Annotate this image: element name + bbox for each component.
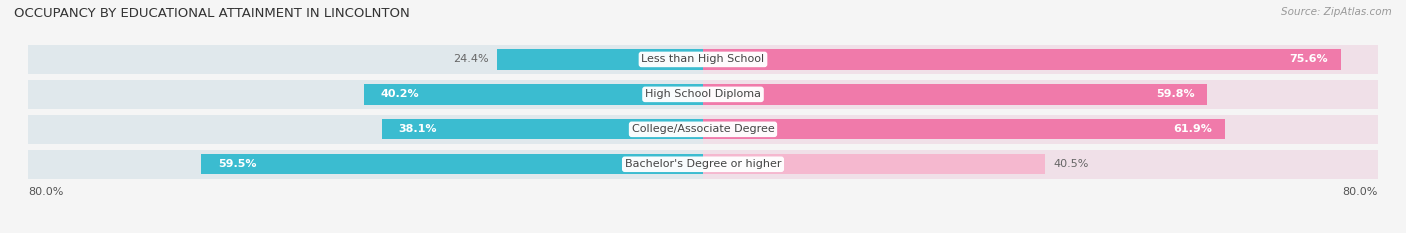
Text: 80.0%: 80.0% xyxy=(28,187,63,197)
Bar xyxy=(28,150,703,178)
Bar xyxy=(498,49,703,69)
Bar xyxy=(381,119,703,139)
Bar xyxy=(703,84,1208,105)
Bar xyxy=(703,154,1045,174)
Bar xyxy=(703,119,1225,139)
Text: 80.0%: 80.0% xyxy=(1343,187,1378,197)
Text: Source: ZipAtlas.com: Source: ZipAtlas.com xyxy=(1281,7,1392,17)
Bar xyxy=(703,45,1378,74)
Bar xyxy=(703,49,1341,69)
Text: 40.5%: 40.5% xyxy=(1053,159,1088,169)
Text: College/Associate Degree: College/Associate Degree xyxy=(631,124,775,134)
Text: OCCUPANCY BY EDUCATIONAL ATTAINMENT IN LINCOLNTON: OCCUPANCY BY EDUCATIONAL ATTAINMENT IN L… xyxy=(14,7,409,20)
Text: 75.6%: 75.6% xyxy=(1289,55,1329,64)
Text: High School Diploma: High School Diploma xyxy=(645,89,761,99)
Bar xyxy=(703,150,1378,178)
Bar xyxy=(703,80,1378,109)
Text: Bachelor's Degree or higher: Bachelor's Degree or higher xyxy=(624,159,782,169)
Text: 59.5%: 59.5% xyxy=(218,159,256,169)
Text: 24.4%: 24.4% xyxy=(453,55,489,64)
Text: 59.8%: 59.8% xyxy=(1156,89,1195,99)
Bar xyxy=(703,115,1378,144)
Bar xyxy=(201,154,703,174)
Bar xyxy=(28,45,703,74)
Bar xyxy=(28,80,703,109)
Text: 40.2%: 40.2% xyxy=(381,89,419,99)
Bar xyxy=(28,115,703,144)
Text: Less than High School: Less than High School xyxy=(641,55,765,64)
Text: 38.1%: 38.1% xyxy=(398,124,437,134)
Text: 61.9%: 61.9% xyxy=(1174,124,1212,134)
Bar xyxy=(364,84,703,105)
